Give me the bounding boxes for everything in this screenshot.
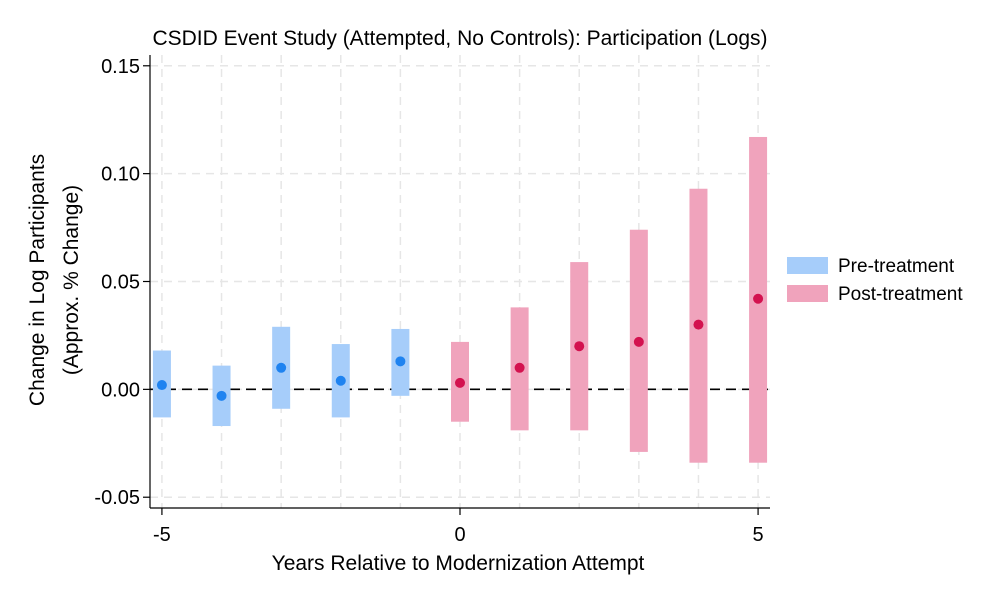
chart-title: CSDID Event Study (Attempted, No Control… (152, 27, 767, 50)
point-estimate (156, 380, 167, 391)
x-axis-label: Years Relative to Modernization Attempt (272, 552, 645, 575)
y-axis-label-line2: (Approx. % Change) (60, 185, 83, 375)
x-tick-label: 0 (454, 524, 465, 546)
x-tick-label: -5 (153, 524, 171, 546)
legend: Pre-treatment Post-treatment (787, 256, 963, 305)
y-tick-label: -0.05 (94, 487, 140, 509)
point-estimate (514, 362, 525, 373)
point-estimate (455, 377, 465, 388)
x-tick-label: 5 (753, 524, 764, 546)
point-estimate (574, 341, 585, 352)
point-estimate (633, 336, 644, 347)
y-tick-label: 0.00 (101, 379, 140, 401)
legend-swatch (787, 285, 828, 302)
axes: -0.05 0.00 0.05 0.10 0.15 -5 0 5 (94, 55, 770, 546)
point-estimate (693, 319, 704, 330)
legend-label: Pre-treatment (838, 256, 955, 277)
legend-label: Post-treatment (838, 284, 963, 305)
y-axis-label: Change in Log Participants (Approx. % Ch… (26, 154, 83, 406)
grid (150, 55, 770, 508)
point-estimate (395, 356, 406, 367)
legend-swatch (787, 257, 828, 274)
y-axis-label-line1: Change in Log Participants (26, 154, 49, 406)
point-estimate (276, 362, 287, 373)
y-tick-label: 0.10 (101, 164, 140, 186)
y-tick-label: 0.05 (101, 272, 140, 294)
point-estimate (216, 390, 227, 401)
point-estimate (753, 293, 764, 304)
point-estimate (335, 375, 346, 386)
point-estimates (156, 293, 764, 401)
y-tick-label: 0.15 (101, 56, 140, 78)
